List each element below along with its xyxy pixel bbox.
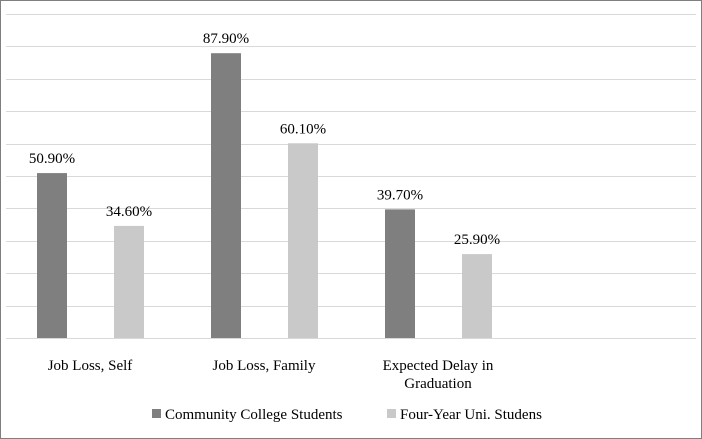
legend-swatch — [152, 409, 161, 418]
legend-label: Community College Students — [165, 407, 343, 423]
bar — [37, 173, 67, 338]
data-label: 87.90% — [203, 31, 249, 47]
data-label: 50.90% — [29, 151, 75, 167]
category-labels: Job Loss, Self Job Loss, Family Expected D… — [48, 358, 494, 392]
legend-label: Four-Year Uni. Studens — [400, 407, 542, 423]
bar — [114, 225, 144, 338]
category-label: Expected Delay in — [383, 358, 494, 374]
legend: Community College Students Four-Year Uni.… — [152, 407, 542, 423]
data-label: 34.60% — [106, 204, 152, 220]
data-label: 25.90% — [454, 232, 500, 248]
bar — [385, 209, 415, 338]
category-label: Graduation — [404, 376, 472, 392]
category-label: Job Loss, Family — [213, 358, 316, 374]
bar — [462, 254, 492, 338]
bars — [37, 53, 492, 338]
data-label: 39.70% — [377, 187, 423, 203]
gridlines — [6, 14, 696, 339]
category-label: Job Loss, Self — [48, 358, 133, 374]
bar — [211, 53, 241, 338]
bar — [288, 143, 318, 338]
legend-swatch — [387, 409, 396, 418]
data-labels: 50.90% 34.60% 87.90% 60.10% 39.70% 25.90% — [29, 31, 500, 248]
data-label: 60.10% — [280, 121, 326, 137]
